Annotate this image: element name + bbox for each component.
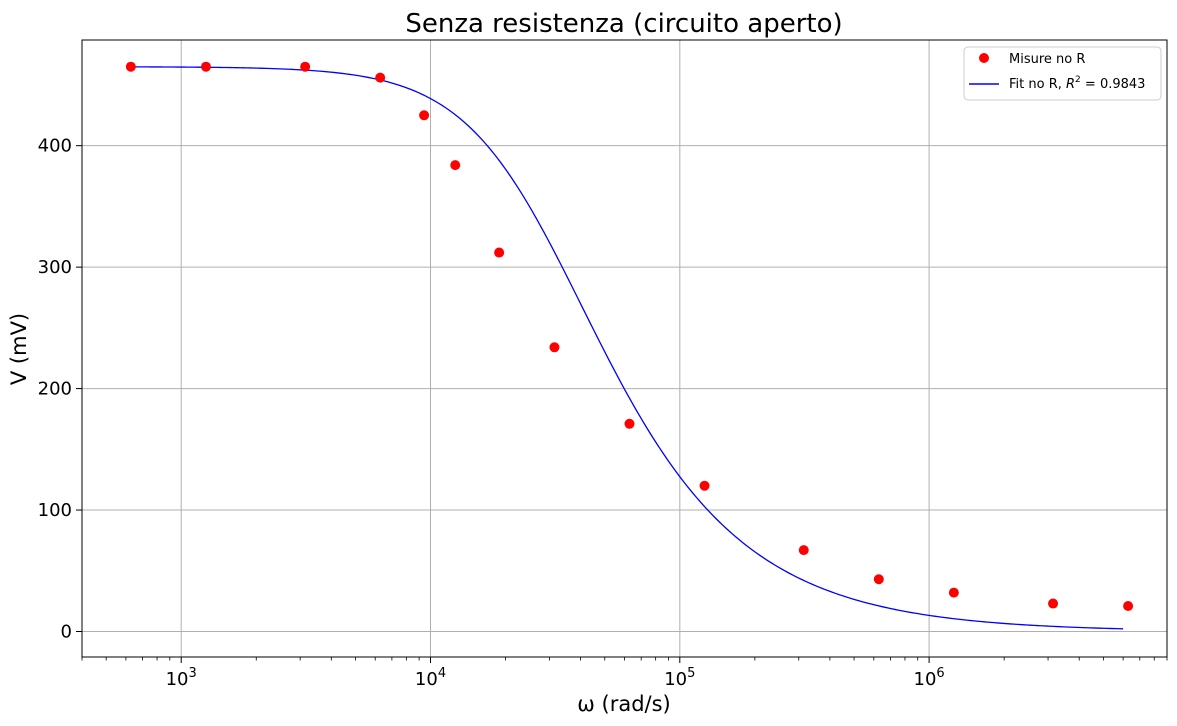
legend-marker-measurements: [979, 53, 989, 63]
data-point: [549, 342, 560, 353]
y-axis-ticks: 0 100 200 300 400: [38, 136, 82, 642]
legend: Misure no R Fit no R, R2 = 0.9843: [963, 46, 1162, 101]
data-point: [624, 418, 635, 429]
data-point: [699, 480, 710, 491]
fit-line: [130, 66, 1124, 630]
legend-box: [963, 46, 1162, 101]
chart-title: Senza resistenza (circuito aperto): [405, 9, 842, 39]
data-point: [1123, 600, 1134, 611]
x-tick-label: 106: [914, 666, 945, 690]
data-point: [419, 110, 430, 121]
y-tick-label: 400: [38, 136, 72, 157]
data-point: [450, 160, 461, 171]
legend-label-measurements: Misure no R: [1009, 52, 1085, 67]
y-tick-label: 0: [61, 621, 72, 642]
x-tick-label: 104: [415, 666, 446, 690]
data-point: [375, 72, 386, 83]
x-tick-label: 105: [664, 666, 695, 690]
data-point: [125, 61, 136, 72]
data-point: [798, 545, 809, 556]
data-point: [948, 587, 959, 598]
data-point: [1048, 598, 1059, 609]
x-axis-label: ω (rad/s): [577, 692, 671, 716]
data-point: [494, 247, 505, 258]
fit-line-layer: [130, 66, 1124, 630]
plot-frame: [81, 39, 1168, 658]
y-tick-label: 100: [38, 500, 72, 521]
y-tick-label: 200: [38, 379, 72, 400]
grid: [82, 40, 1167, 657]
x-tick-label: 103: [166, 666, 197, 690]
y-tick-label: 300: [38, 257, 72, 278]
data-point: [873, 574, 884, 585]
x-axis-ticks: 103 104 105 106: [81, 657, 1168, 690]
data-point: [300, 61, 311, 72]
measurement-points: [125, 61, 1134, 611]
y-axis-label: V (mV): [7, 313, 31, 385]
legend-label-fit: Fit no R, R2 = 0.9843: [1009, 75, 1145, 92]
data-point: [200, 61, 211, 72]
